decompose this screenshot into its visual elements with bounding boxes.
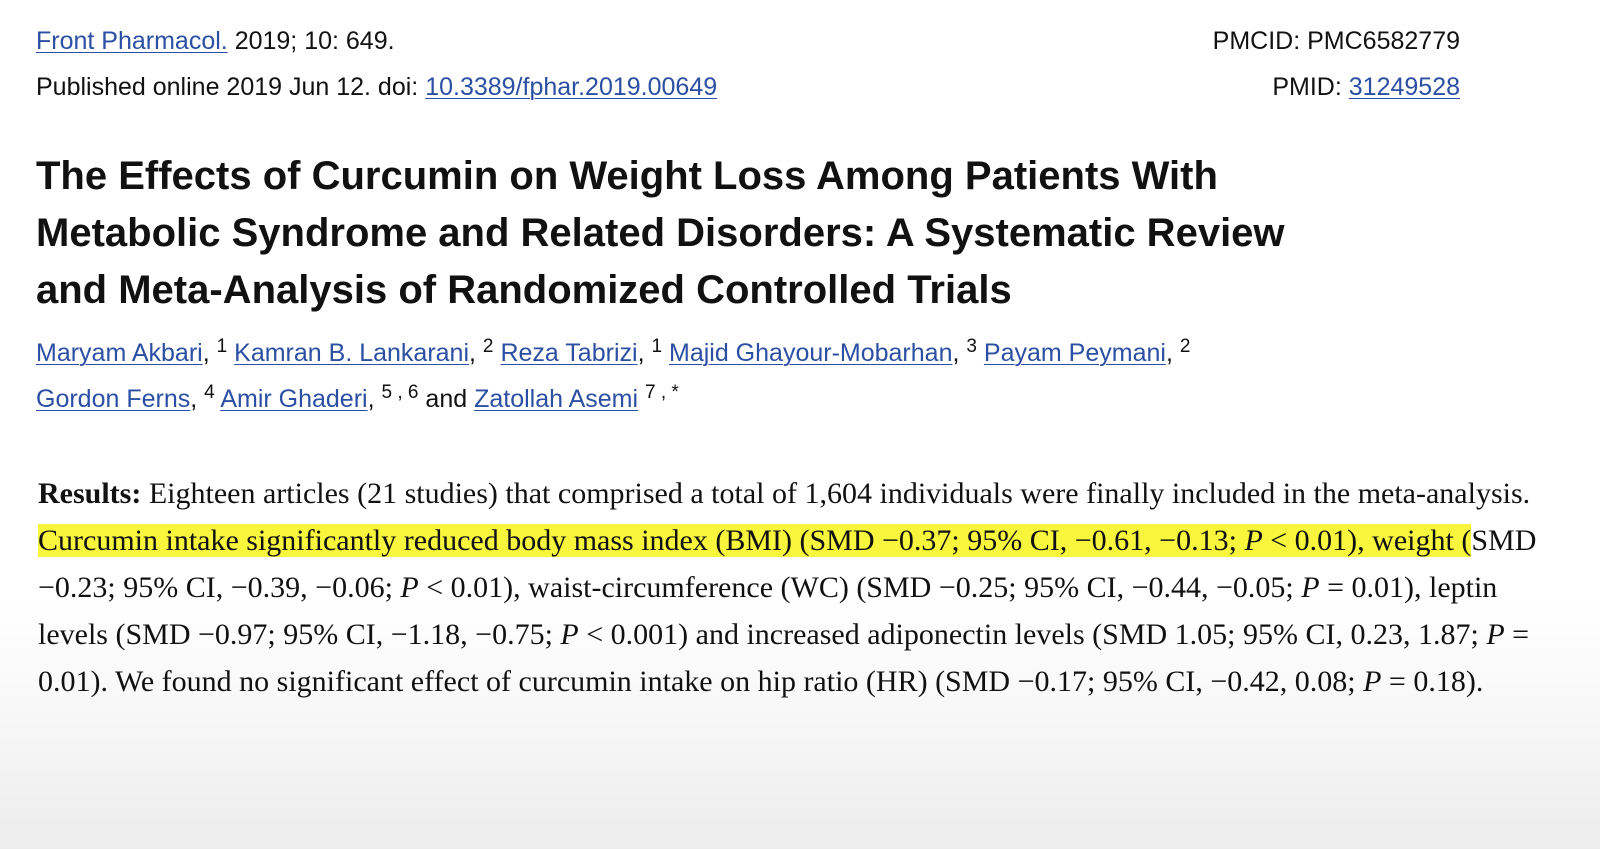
title-line-1: The Effects of Curcumin on Weight Loss A… — [36, 154, 1218, 198]
results-text: Eighteen articles (21 studies) that comp… — [141, 477, 1531, 510]
author-list: Maryam Akbari, 1 Kamran B. Lankarani, 2 … — [36, 336, 1191, 413]
journal-link[interactable]: Front Pharmacol. — [36, 27, 228, 55]
pmcid-text: PMCID: PMC6582779 — [1212, 27, 1460, 55]
published-line: Published online 2019 Jun 12. doi: 10.33… — [36, 64, 717, 110]
p-value-symbol: P — [1244, 524, 1263, 557]
results-text: Curcumin intake significantly reduced bo… — [38, 524, 1245, 557]
author-link-asemi[interactable]: Zatollah Asemi — [474, 385, 639, 413]
author-affiliation: 4 — [204, 382, 215, 403]
results-text: SMD −0.23; 95% CI, −0.39, −0.06; — [38, 524, 1537, 604]
author-affiliation: 5 , 6 — [381, 382, 419, 403]
pmid-label: PMID: — [1272, 73, 1349, 101]
author-link-akbari[interactable]: Maryam Akbari — [36, 339, 203, 367]
title-line-2: Metabolic Syndrome and Related Disorders… — [36, 211, 1285, 255]
author-link-ghaderi[interactable]: Amir Ghaderi — [220, 385, 368, 413]
author-affiliation: 7 , * — [645, 382, 679, 403]
results-text: < 0.001) and increased adiponectin level… — [578, 618, 1487, 651]
highlighted-text: Curcumin intake significantly reduced bo… — [38, 524, 1472, 557]
citation-text: 2019; 10: 649. — [227, 27, 395, 55]
doi-link[interactable]: 10.3389/fphar.2019.00649 — [425, 73, 718, 101]
pmid-line: PMID: 31249528 — [1213, 64, 1460, 110]
p-value-symbol: P — [560, 618, 579, 651]
results-text: < 0.01), weight ( — [1262, 524, 1472, 557]
author-link-ferns[interactable]: Gordon Ferns — [36, 385, 191, 413]
pmid-link[interactable]: 31249528 — [1348, 73, 1460, 101]
author-link-peymani[interactable]: Payam Peymani — [983, 339, 1166, 367]
author-link-lankarani[interactable]: Kamran B. Lankarani — [234, 339, 470, 367]
article-title: The Effects of Curcumin on Weight Loss A… — [36, 148, 1476, 319]
results-text: = 0.18). — [1381, 665, 1484, 698]
p-value-symbol: P — [1486, 618, 1505, 651]
identifier-block: PMCID: PMC6582779 PMID: 31249528 — [1213, 18, 1460, 110]
p-value-symbol: P — [1363, 665, 1382, 698]
citation-line: Front Pharmacol. 2019; 10: 649. — [36, 18, 717, 64]
author-affiliation: 2 — [1179, 336, 1191, 357]
author-and: and — [425, 385, 468, 413]
citation-block: Front Pharmacol. 2019; 10: 649. Publishe… — [36, 18, 717, 110]
results-label: Results: — [38, 477, 142, 510]
author-affiliation: 3 — [966, 336, 977, 357]
author-affiliation: 2 — [482, 336, 494, 357]
results-text: = 0.01), leptin levels (SMD −0.97; 95% C… — [38, 571, 1498, 651]
results-text: < 0.01), waist-circumference (WC) (SMD −… — [418, 571, 1302, 604]
results-text: = 0.01). We found no significant effect … — [38, 618, 1530, 698]
author-affiliation: 1 — [651, 336, 663, 357]
title-line-3: and Meta-Analysis of Randomized Controll… — [36, 268, 1012, 312]
p-value-symbol: P — [1301, 571, 1320, 604]
author-affiliation: 1 — [216, 336, 228, 357]
author-link-ghayour-mobarhan[interactable]: Majid Ghayour-Mobarhan — [669, 339, 953, 367]
p-value-symbol: P — [400, 571, 419, 604]
results-paragraph: Results: Eighteen articles (21 studies) … — [38, 470, 1538, 705]
published-text: Published online 2019 Jun 12. doi: — [36, 73, 426, 101]
author-link-tabrizi[interactable]: Reza Tabrizi — [500, 339, 638, 367]
